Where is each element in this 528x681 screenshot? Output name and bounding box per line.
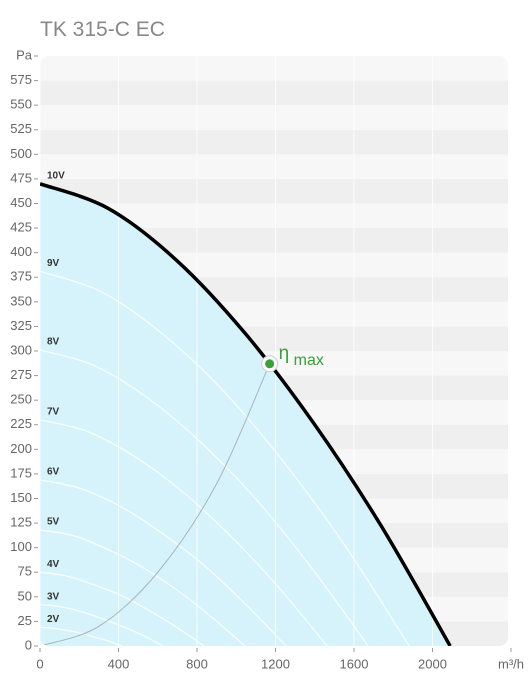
x-tick-label: 0: [36, 656, 43, 671]
y-tick-label: 200: [10, 441, 32, 456]
y-tick-label: 350: [10, 293, 32, 308]
y-tick-label: 300: [10, 342, 32, 357]
y-tick-label: 325: [10, 318, 32, 333]
fan-curve: [40, 419, 328, 646]
series-label: 6V: [47, 466, 60, 477]
series-label: 9V: [47, 258, 60, 269]
fan-curve: [40, 626, 123, 646]
y-tick-label: 0: [25, 637, 32, 652]
fan-curve: [40, 604, 164, 646]
series-label: 5V: [47, 517, 60, 528]
fan-curve: [40, 270, 410, 646]
y-tick-label: 450: [10, 195, 32, 210]
x-tick-label: 2000: [418, 656, 447, 671]
fan-curve: [40, 479, 287, 646]
y-tick-label: 425: [10, 220, 32, 235]
y-tick-label: 375: [10, 269, 32, 284]
series-label: 8V: [47, 337, 60, 348]
fan-curve: [40, 529, 246, 646]
y-tick-label: 25: [18, 613, 32, 628]
plot-area: [40, 56, 508, 646]
x-tick-label: 800: [186, 656, 208, 671]
y-tick-label: Pa: [16, 47, 33, 62]
series-label: 7V: [47, 406, 60, 417]
x-tick-label: m³/h: [498, 656, 524, 671]
y-tick-label: 50: [18, 588, 32, 603]
chart-title: TK 315-C EC: [40, 18, 165, 41]
y-tick-label: 475: [10, 170, 32, 185]
x-tick-label: 400: [108, 656, 130, 671]
efficiency-line: [40, 363, 271, 646]
axes: 2V 3V 4V 5V 6V 7V 8V 9V 10V η max 0 25 50 75 100 125 150 1…: [10, 47, 524, 671]
annotation-subscript: max: [294, 352, 324, 369]
annotation: η: [279, 343, 290, 364]
y-tick-label: 225: [10, 416, 32, 431]
series-label: 10V: [47, 170, 65, 181]
y-tick-label: 550: [10, 97, 32, 112]
x-tick-label: 1200: [261, 656, 290, 671]
max-point: [265, 359, 275, 369]
y-tick-label: 575: [10, 72, 32, 87]
series-label: 4V: [47, 559, 60, 570]
y-tick-label: 100: [10, 539, 32, 554]
fan-curve: [40, 349, 369, 646]
y-tick-label: 525: [10, 121, 32, 136]
y-tick-label: 175: [10, 465, 32, 480]
series-label: 3V: [47, 591, 60, 602]
y-tick-label: 250: [10, 392, 32, 407]
y-tick-label: 400: [10, 244, 32, 259]
fan-curve: [40, 571, 205, 646]
series-label: 2V: [47, 614, 60, 625]
fan-curve: [40, 182, 452, 646]
y-tick-label: 275: [10, 367, 32, 382]
y-tick-label: 125: [10, 515, 32, 530]
y-tick-label: 75: [18, 564, 32, 579]
y-tick-label: 500: [10, 146, 32, 161]
x-tick-label: 1600: [340, 656, 369, 671]
y-tick-label: 150: [10, 490, 32, 505]
